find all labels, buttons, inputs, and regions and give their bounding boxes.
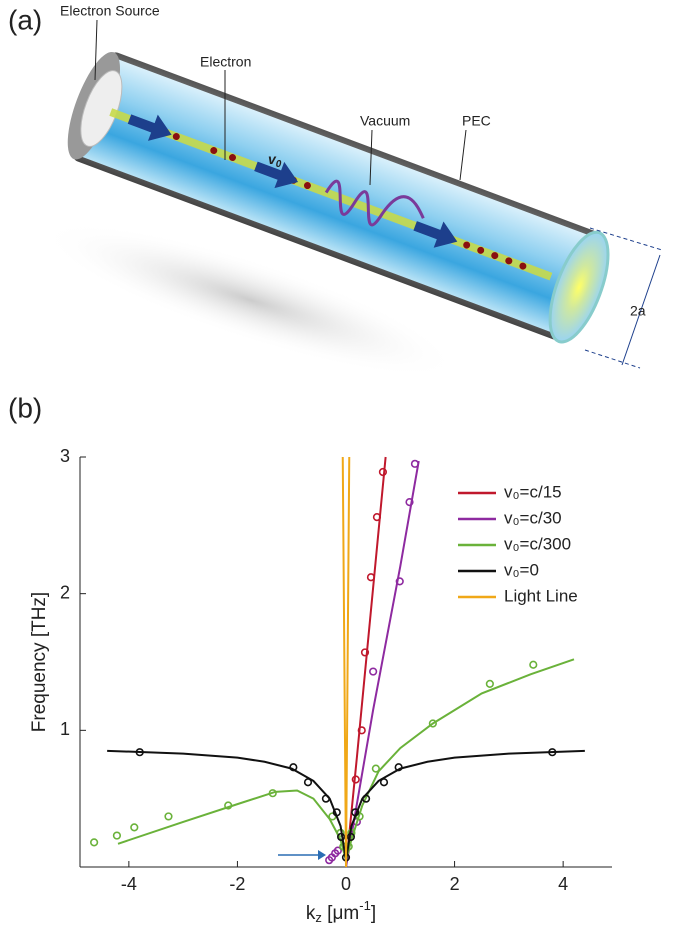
label: z xyxy=(315,910,322,925)
marker xyxy=(289,763,298,772)
x-tick-label: -2 xyxy=(229,874,245,894)
marker xyxy=(346,832,355,842)
marker xyxy=(303,778,313,787)
marker xyxy=(548,748,557,757)
label: [μm xyxy=(322,903,359,924)
wave xyxy=(324,179,425,227)
label: 0 xyxy=(276,159,282,170)
marker xyxy=(485,679,494,688)
legend-label: v₀=c/300 xyxy=(504,534,571,553)
label: -1 xyxy=(359,898,371,913)
marker xyxy=(378,467,388,477)
label: 2a xyxy=(630,303,646,319)
marker xyxy=(395,577,404,586)
label: k xyxy=(306,903,316,924)
label: Electron Source xyxy=(60,3,160,19)
marker xyxy=(333,846,342,855)
marker xyxy=(369,667,378,676)
marker xyxy=(366,573,376,582)
annotation-arrow-head xyxy=(318,850,326,860)
label: Electron xyxy=(200,54,251,70)
marker xyxy=(351,808,360,817)
legend-label: v₀=0 xyxy=(504,560,539,579)
marker xyxy=(268,789,277,798)
marker xyxy=(224,801,233,810)
y-tick-label: 2 xyxy=(60,582,70,602)
marker xyxy=(130,823,139,832)
shadow xyxy=(40,222,460,378)
marker xyxy=(371,764,380,773)
radius-marker xyxy=(584,227,663,369)
marker xyxy=(332,808,341,817)
label: Vacuum xyxy=(360,113,410,129)
marker xyxy=(112,831,122,840)
marker xyxy=(164,812,173,821)
marker xyxy=(405,498,414,507)
x-axis-label: kz [μm-1] xyxy=(306,898,376,925)
marker xyxy=(410,459,420,468)
velocity: v0 xyxy=(268,151,282,170)
tube xyxy=(67,51,610,344)
label: PEC xyxy=(462,113,491,129)
marker xyxy=(394,763,403,772)
legend-label: v₀=c/30 xyxy=(504,508,562,527)
y-tick-label: 3 xyxy=(60,446,70,466)
series-line xyxy=(345,460,420,868)
y-axis-label: Frequency [THz] xyxy=(29,592,50,732)
marker xyxy=(360,648,370,657)
x-tick-label: 2 xyxy=(450,874,460,894)
arrows xyxy=(127,114,458,248)
marker xyxy=(428,719,437,728)
legend-label: Light Line xyxy=(504,586,578,605)
marker xyxy=(351,775,360,784)
marker xyxy=(379,778,389,787)
marker xyxy=(337,832,346,842)
series-line xyxy=(341,456,351,868)
marker xyxy=(321,794,331,803)
marker xyxy=(361,794,371,803)
legend-label: v₀=c/15 xyxy=(504,482,562,501)
label: v xyxy=(268,151,277,167)
marker xyxy=(357,726,366,735)
y-tick-label: 1 xyxy=(60,719,70,739)
x-tick-label: 4 xyxy=(558,874,568,894)
panel-label: (b) xyxy=(8,392,42,423)
panel-label: (a) xyxy=(8,4,42,35)
marker xyxy=(90,838,99,847)
marker xyxy=(372,513,382,522)
label: ] xyxy=(371,903,376,924)
x-tick-label: -4 xyxy=(121,874,137,894)
marker xyxy=(135,748,144,757)
marker xyxy=(529,660,538,669)
leaders xyxy=(94,19,467,186)
tube-end xyxy=(548,230,610,344)
x-tick-label: 0 xyxy=(341,874,351,894)
